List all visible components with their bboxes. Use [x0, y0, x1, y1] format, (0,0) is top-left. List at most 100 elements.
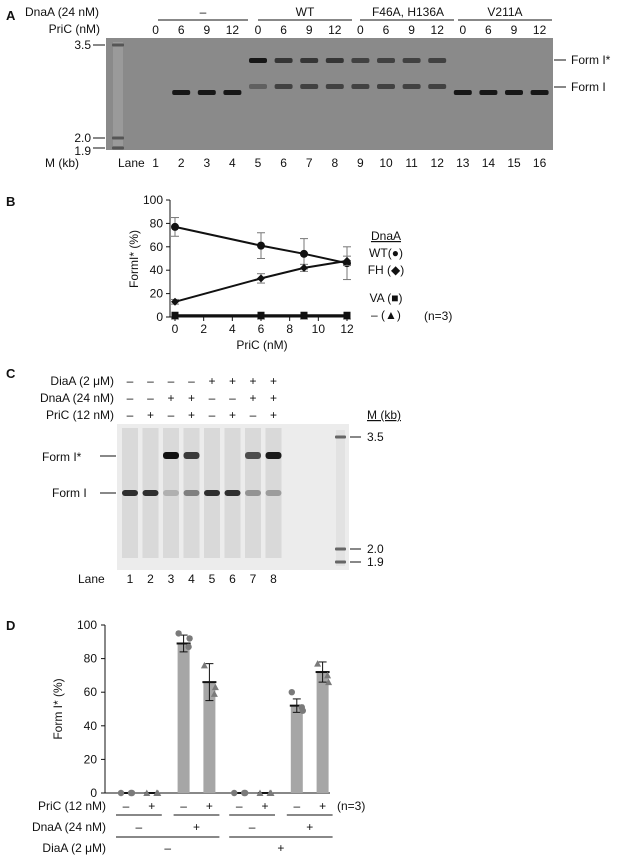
lane-number: 7	[306, 156, 313, 170]
y-tick-label: 60	[150, 240, 164, 254]
sign-cell: +	[270, 408, 277, 422]
form-i-band	[223, 90, 242, 95]
sign-cell: +	[206, 799, 213, 813]
sign-cell: –	[209, 391, 216, 405]
form-i-band	[197, 90, 216, 95]
lane-smear	[183, 428, 200, 558]
lane-number: 6	[229, 572, 236, 586]
legend-wt: WT(●)	[369, 246, 403, 260]
y-tick-label: 100	[143, 193, 163, 207]
form-i-band	[142, 490, 159, 496]
replicate-triangle	[211, 683, 219, 691]
marker-band	[112, 136, 124, 140]
form-i-band	[224, 490, 241, 496]
form-i-band	[245, 490, 261, 496]
pric-value: 12	[431, 23, 445, 37]
group-header-wt: WT	[296, 5, 315, 19]
form-i-star-band	[325, 58, 344, 63]
replicate-circle	[299, 707, 306, 714]
panel-b-legend: DnaA WT(●) FH (◆) VA (■) – (▲) (n=3)	[368, 229, 453, 323]
sign-cell: –	[127, 408, 134, 422]
sign-cell: –	[209, 408, 216, 422]
replicate-circle	[185, 643, 192, 651]
lane-smear	[245, 428, 261, 558]
bar-4	[203, 682, 216, 793]
replicate-circle	[186, 635, 193, 642]
replicate-triangle	[200, 661, 208, 669]
group-header-va: V211A	[487, 5, 522, 19]
d-diaa-row-label: DiaA (2 μM)	[42, 841, 106, 855]
x-axis-label: PriC (nM)	[236, 338, 287, 352]
pric-value: 9	[511, 23, 518, 37]
marker-band	[335, 435, 346, 439]
sign-cell: +	[270, 391, 277, 405]
marker-band	[335, 547, 346, 551]
row-label-dnaa: DnaA (24 nM)	[40, 391, 114, 405]
sign-cell: +	[319, 799, 326, 813]
replicate-circle	[175, 630, 182, 637]
y-tick-label: 40	[84, 719, 98, 733]
row-label-pric: PriC (12 nM)	[46, 408, 114, 422]
sign-cell: –	[250, 408, 257, 422]
form-i-star-band	[402, 58, 421, 63]
form-i-star-band	[163, 452, 179, 459]
lane-number: 1	[152, 156, 159, 170]
form-i-band	[505, 90, 523, 95]
form-i-star-band	[245, 452, 261, 459]
sign-cell: +	[277, 841, 284, 855]
marker-1-9: 1.9	[74, 144, 91, 158]
form-i-star-band	[274, 58, 293, 63]
lane-number: 2	[147, 572, 154, 586]
form-i-star-band	[265, 452, 282, 459]
x-tick-label: 10	[312, 322, 326, 336]
replicate-circle	[288, 689, 295, 696]
lane-number: 13	[456, 156, 470, 170]
lane-number: 9	[357, 156, 364, 170]
form-i-star-band	[300, 58, 319, 63]
bar-8	[316, 672, 329, 793]
sign-cell: +	[147, 408, 154, 422]
lane-number: 2	[178, 156, 185, 170]
c-marker-3-5: 3.5	[367, 430, 384, 444]
lane-number: 16	[533, 156, 547, 170]
sign-cell: +	[188, 391, 195, 405]
form-i-band	[428, 84, 447, 89]
panel-a-letter: A	[6, 8, 16, 23]
data-point-diamond	[171, 297, 179, 306]
sign-cell: +	[306, 820, 313, 834]
panel-d: D 0 20 40 60 80 100 Form I* (%) PriC (12 nM) (…	[6, 618, 365, 855]
panel-a-pric-values: 0 6 9 12 0 6 9 12 0 6 9 12 0 6 9 12	[152, 23, 546, 37]
replicate-triangle	[324, 671, 332, 679]
panel-a: A DnaA (24 nM) PriC (nM) – WT F46A, H136…	[6, 5, 611, 170]
sign-cell: +	[270, 374, 277, 388]
lane-number: 7	[250, 572, 257, 586]
panel-a-lane-numbers: 1 2 3 4 5 6 7 8 9 10 11 12 13 14 15 16	[152, 156, 546, 170]
c-form-i-star-label: Form I*	[42, 450, 82, 464]
sign-cell: +	[261, 799, 268, 813]
d-pric-signs: – + – + – + – +	[123, 799, 326, 813]
y-axis-label: FormI* (%)	[127, 230, 141, 288]
x-tick-label: 12	[340, 322, 354, 336]
form-i-band	[163, 490, 179, 496]
legend-va: VA (■)	[369, 291, 402, 305]
sign-cell: –	[180, 799, 187, 813]
lane-number: 6	[280, 156, 287, 170]
replicate-triangle	[325, 678, 333, 686]
panel-b-n-label: (n=3)	[424, 309, 452, 323]
sign-cell: –	[229, 391, 236, 405]
y-axis-label: Form I* (%)	[51, 678, 65, 739]
data-point-triangle	[300, 312, 308, 320]
d-dnaa-signs: – + – +	[116, 814, 333, 834]
row-label-diaa: DiaA (2 μM)	[50, 374, 114, 388]
pric-value: 6	[280, 23, 287, 37]
data-point-triangle	[343, 312, 351, 320]
sign-cell: –	[164, 841, 171, 855]
marker-band	[112, 146, 124, 150]
panel-a-m-label: M (kb)	[45, 156, 79, 170]
replicate-triangle	[256, 789, 264, 796]
lane-number: 8	[270, 572, 277, 586]
panel-c-lane-label: Lane	[78, 572, 105, 586]
pric-value: 9	[203, 23, 210, 37]
